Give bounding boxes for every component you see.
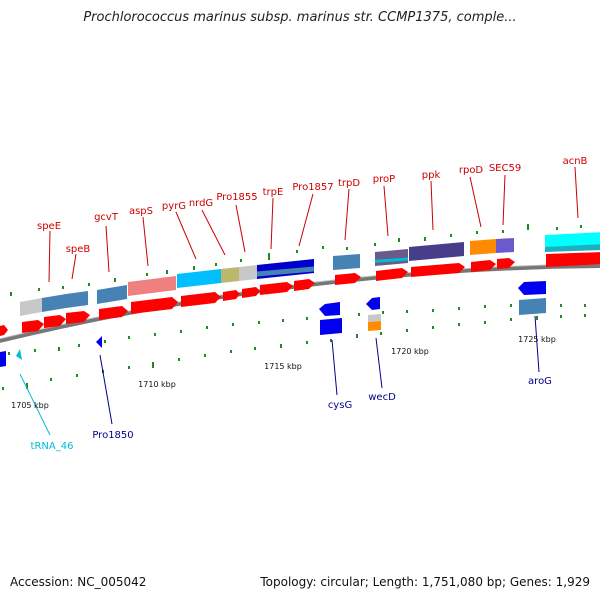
tick-label: 1705 kbp — [11, 401, 49, 410]
forward-gene-label: rpoD — [459, 165, 484, 176]
reverse-gene-label: aroG — [528, 376, 552, 387]
tick-label: 1720 kbp — [391, 347, 429, 356]
reverse-gene-label: wecD — [368, 392, 396, 403]
forward-gene-label: proP — [373, 174, 395, 185]
forward-cds-arrows — [0, 252, 600, 336]
forward-gene-label: Pro1857 — [292, 182, 333, 193]
forward-gene-label: SEC59 — [489, 163, 521, 174]
forward-gene-label: acnB — [563, 156, 588, 167]
forward-gene-label: aspS — [129, 206, 153, 217]
forward-gene-label: ppk — [422, 170, 441, 181]
tick-label: 1715 kbp — [264, 362, 302, 371]
reverse-gene-label: Pro1850 — [92, 430, 133, 441]
gc-content-ticks — [2, 224, 586, 390]
map-title: Prochlorococcus marinus subsp. marinus s… — [83, 10, 517, 25]
reverse-gene-label: cysG — [328, 400, 352, 411]
forward-gene-label: pyrG — [162, 201, 186, 212]
forward-gene-label: speE — [37, 221, 61, 232]
accession-text: Accession: NC_005042 — [10, 575, 147, 589]
tick-label: 1710 kbp — [138, 380, 176, 389]
reverse-gene-labels: tRNA_46 Pro1850 cysG wecD aroG — [31, 376, 552, 452]
forward-gene-label: Pro1855 — [216, 192, 257, 203]
coordinate-ticks: 1705 kbp 1710 kbp 1715 kbp 1720 kbp 1725 kbp — [11, 335, 556, 410]
label-leaders — [19, 166, 579, 436]
reverse-gene-label: tRNA_46 — [31, 441, 74, 452]
forward-feature-track — [20, 232, 600, 316]
tick-label: 1725 kbp — [518, 335, 556, 344]
forward-gene-label: trpD — [338, 178, 360, 189]
forward-gene-label: speB — [66, 244, 91, 255]
reverse-features — [0, 281, 546, 367]
forward-gene-label: nrdG — [189, 198, 213, 209]
forward-gene-label: gcvT — [94, 212, 119, 223]
forward-gene-label: trpE — [263, 187, 284, 198]
topology-summary: Topology: circular; Length: 1,751,080 bp… — [260, 575, 590, 589]
